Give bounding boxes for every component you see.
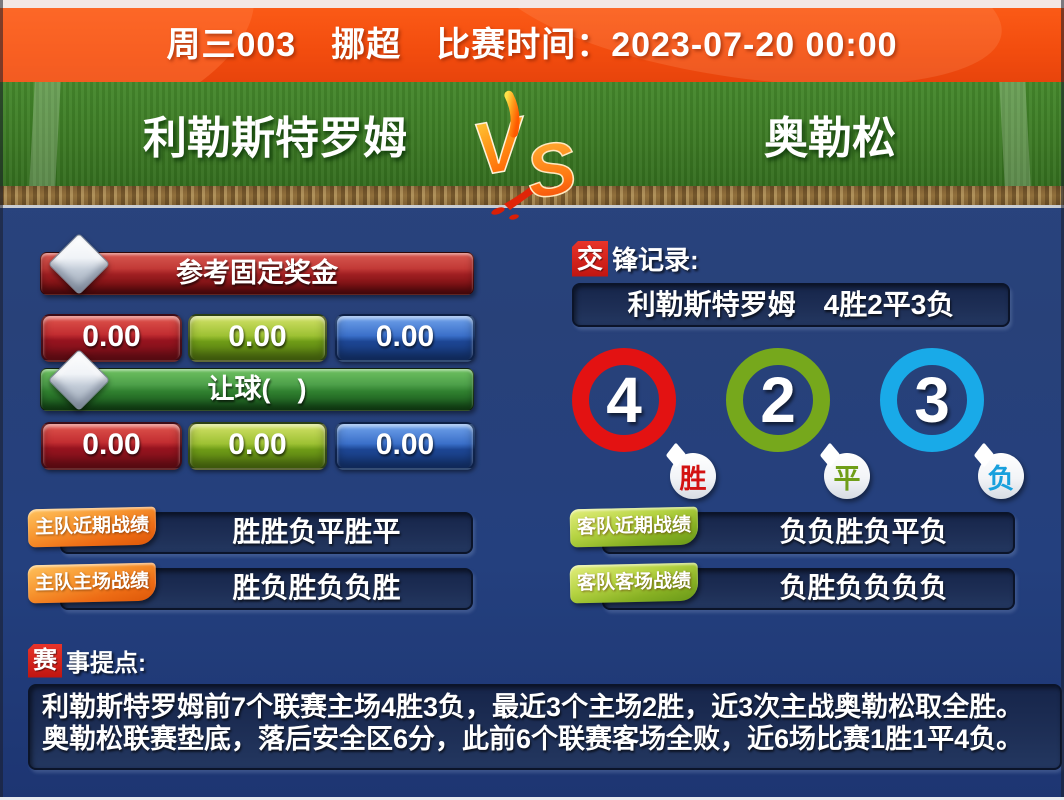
away-venue-record-tag: 客队客场战绩 (569, 562, 699, 604)
bottom-border (0, 797, 1064, 800)
right-edge-border (1061, 0, 1064, 800)
svg-text:V: V (467, 100, 536, 191)
fixed-odds-banner: 参考固定奖金 (40, 232, 474, 296)
match-info-title: 周三003 挪超 比赛时间：2023-07-20 00:00 (166, 26, 898, 64)
lose-bubble-label: 负 (987, 463, 1015, 494)
top-strip (0, 0, 1064, 8)
h2h-lose-ring: 3 负 (880, 348, 1024, 499)
tips-marker-icon: 赛 (28, 643, 62, 678)
home-venue-record-tag: 主队主场战绩 (27, 562, 157, 604)
win-bubble-label: 胜 (679, 463, 707, 494)
match-tips-box: 利勒斯特罗姆前7个联赛主场4胜3负，最近3个主场2胜，近3次主战奥勒松取全胜。 … (28, 684, 1062, 770)
lose-bubble-icon: 负 (978, 453, 1024, 499)
draw-bubble-icon: 平 (824, 453, 870, 499)
away-venue-record-row: 负胜负负负负 客队客场战绩 (569, 562, 1017, 610)
ground-divider (0, 205, 1064, 208)
h2h-label-text: 锋记录: (612, 245, 699, 275)
h2h-draw-ring: 2 平 (726, 348, 870, 499)
h2h-win-count: 4 (606, 364, 642, 436)
home-recent-record-row: 胜胜负平胜平 主队近期战绩 (27, 506, 475, 554)
left-edge-border (0, 0, 3, 800)
win-bubble-icon: 胜 (670, 453, 716, 499)
tips-label-text: 事提点: (66, 650, 146, 677)
tip-line-1: 利勒斯特罗姆前7个联赛主场4胜3负，最近3个主场2胜，近3次主战奥勒松取全胜。 (42, 692, 1024, 722)
h2h-summary: 利勒斯特罗姆 4胜2平3负 (572, 283, 1010, 327)
home-venue-record-row: 胜负胜负负胜 主队主场战绩 (27, 562, 475, 610)
dirt-strip (0, 186, 1064, 205)
handicap-title: 让球( ) (207, 374, 307, 404)
home-team-name: 利勒斯特罗姆 (143, 114, 407, 163)
handicap-lose-button[interactable]: 0.00 (335, 422, 475, 470)
away-team-name: 奥勒松 (764, 114, 896, 163)
match-header: 周三003 挪超 比赛时间：2023-07-20 00:00 (0, 8, 1064, 82)
h2h-lose-count: 3 (914, 364, 950, 436)
draw-bubble-label: 平 (833, 463, 861, 494)
pitch-stripe (29, 82, 61, 186)
tip-line-2: 奥勒松联赛垫底，落后安全区6分，此前6个联赛客场全败，近6场比赛1胜1平4负。 (42, 724, 1024, 754)
home-recent-record-tag: 主队近期战绩 (27, 506, 157, 548)
h2h-win-ring: 4 胜 (572, 348, 716, 499)
h2h-marker-icon: 交 (572, 240, 608, 277)
vs-flame-icon: V S (452, 86, 612, 231)
h2h-draw-count: 2 (760, 364, 796, 436)
handicap-draw-button[interactable]: 0.00 (188, 422, 327, 470)
h2h-section-label: 交 锋记录: (572, 240, 699, 277)
tips-section-label: 赛 事提点: (28, 643, 146, 678)
grass-field-banner (0, 82, 1064, 186)
handicap-win-button[interactable]: 0.00 (41, 422, 182, 470)
svg-text:S: S (520, 124, 583, 214)
fixed-odds-win-button[interactable]: 0.00 (41, 314, 182, 362)
fixed-odds-lose-button[interactable]: 0.00 (335, 314, 475, 362)
away-recent-record-row: 负负胜负平负 客队近期战绩 (569, 506, 1017, 554)
handicap-banner: 让球( ) (40, 348, 474, 412)
away-recent-record-tag: 客队近期战绩 (569, 506, 699, 548)
fixed-odds-title: 参考固定奖金 (176, 258, 338, 288)
fixed-odds-draw-button[interactable]: 0.00 (188, 314, 327, 362)
